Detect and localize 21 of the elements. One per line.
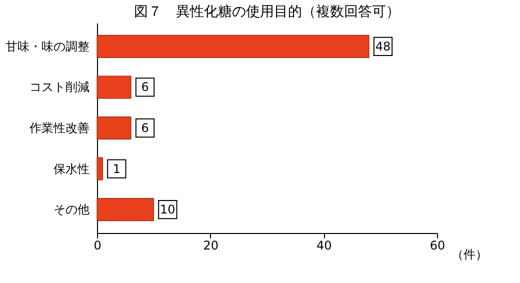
y-tick-label: 甘味・味の調整 — [6, 39, 90, 54]
bar — [96, 116, 132, 140]
bar — [96, 157, 103, 180]
data-label: 48 — [375, 39, 391, 54]
bar — [96, 34, 370, 58]
data-label: 6 — [141, 80, 149, 94]
y-tick-label: その他 — [54, 202, 90, 217]
y-tick-label: 保水性 — [54, 162, 90, 176]
chart-title: 図７ 異性化糖の使用目的（複数回答可） — [134, 4, 400, 20]
y-tick-label: 作業性改善 — [28, 121, 90, 135]
x-tick-label: 60 — [430, 238, 446, 252]
y-tick-label: コスト削減 — [30, 80, 90, 94]
data-label: 1 — [112, 162, 120, 176]
x-tick-label: 20 — [203, 238, 218, 252]
bar — [96, 76, 132, 99]
x-axis-title: （件） — [452, 248, 488, 262]
x-tick-label: 0 — [94, 238, 102, 252]
data-label: 10 — [160, 202, 176, 217]
x-tick-label: 40 — [316, 238, 332, 252]
bar — [96, 198, 154, 222]
data-label: 6 — [141, 121, 149, 135]
